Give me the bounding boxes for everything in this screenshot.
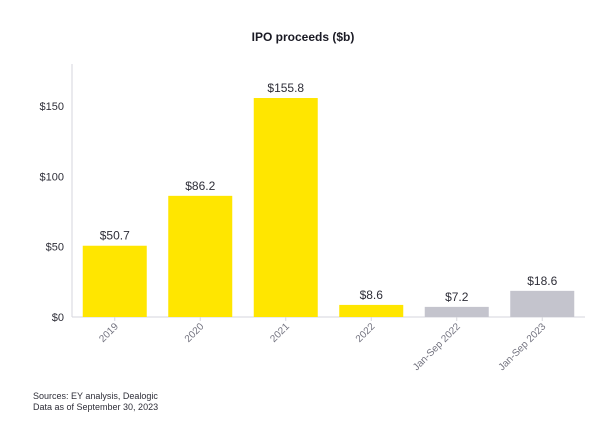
y-tick-label: $50 xyxy=(46,242,64,254)
value-label: $86.2 xyxy=(185,179,215,193)
x-tick-label: 2021 xyxy=(268,321,292,345)
x-tick-label: 2020 xyxy=(183,321,207,345)
value-label: $155.8 xyxy=(267,81,304,95)
y-tick-label: $0 xyxy=(52,312,64,324)
bar-jan-sep-2023 xyxy=(510,290,575,317)
value-label: $8.6 xyxy=(360,288,384,302)
y-axis: $0 $50 $100 $150 xyxy=(40,64,585,324)
bars xyxy=(82,98,575,318)
x-axis-labels: 2019 2020 2021 2022 Jan-Sep 2022 Jan-Sep 2023 xyxy=(97,317,549,373)
value-label: $7.2 xyxy=(445,290,469,304)
bar-2021 xyxy=(253,98,318,318)
value-label: $18.6 xyxy=(527,274,557,288)
x-tick-label: 2019 xyxy=(97,321,121,345)
value-labels: $50.7 $86.2 $155.8 $8.6 $7.2 $18.6 xyxy=(100,81,558,304)
bar-2022 xyxy=(339,304,404,317)
x-tick-label: Jan-Sep 2023 xyxy=(497,321,549,373)
bar-2020 xyxy=(168,195,233,317)
data-date-note: Data as of September 30, 2023 xyxy=(33,402,159,412)
sources-note: Sources: EY analysis, Dealogic xyxy=(33,391,158,401)
y-tick-label: $100 xyxy=(40,171,64,183)
value-label: $50.7 xyxy=(100,229,130,243)
y-tick-label: $150 xyxy=(40,101,64,113)
bar-jan-sep-2022 xyxy=(424,306,489,317)
chart-title: IPO proceeds ($b) xyxy=(251,30,355,44)
bar-2019 xyxy=(82,245,147,317)
x-tick-label: Jan-Sep 2022 xyxy=(411,321,463,373)
x-tick-label: 2022 xyxy=(354,321,378,345)
